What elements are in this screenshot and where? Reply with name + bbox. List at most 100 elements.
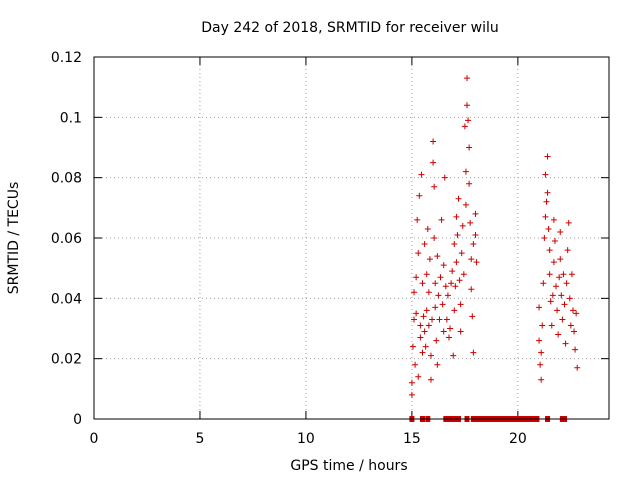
- data-point: [444, 292, 451, 299]
- data-point: [430, 159, 437, 166]
- data-point: [413, 274, 420, 281]
- data-point: [546, 247, 553, 254]
- data-point: [460, 271, 467, 278]
- x-tick-label: 15: [403, 431, 421, 447]
- data-point: [408, 379, 415, 386]
- data-point: [435, 292, 442, 299]
- chart-title: Day 242 of 2018, SRMTID for receiver wil…: [201, 20, 499, 36]
- data-point: [432, 304, 439, 311]
- data-point: [545, 225, 552, 232]
- data-point: [472, 231, 479, 238]
- data-point: [434, 361, 441, 368]
- data-point: [546, 271, 553, 278]
- data-point: [442, 283, 449, 290]
- data-point: [571, 328, 578, 335]
- data-point: [568, 271, 575, 278]
- data-point: [537, 361, 544, 368]
- data-point: [417, 334, 424, 341]
- data-point: [413, 310, 420, 317]
- data-point: [562, 340, 569, 347]
- data-point: [415, 250, 422, 257]
- data-point: [563, 280, 570, 287]
- data-point: [574, 364, 581, 371]
- data-point: [536, 337, 543, 344]
- data-point: [430, 138, 437, 145]
- data-points: [408, 75, 581, 422]
- data-point: [415, 373, 422, 380]
- y-tick-label: 0.12: [51, 50, 82, 66]
- data-point: [465, 117, 472, 124]
- data-point: [416, 192, 423, 199]
- data-point: [557, 228, 564, 235]
- data-point: [434, 253, 441, 260]
- data-point: [445, 334, 452, 341]
- data-point: [538, 376, 545, 383]
- data-point: [448, 280, 455, 287]
- data-point: [470, 349, 477, 356]
- data-point: [467, 219, 474, 226]
- data-point: [454, 231, 461, 238]
- data-point: [542, 213, 549, 220]
- data-point: [437, 274, 444, 281]
- data-point: [558, 292, 565, 299]
- data-point: [560, 271, 567, 278]
- x-tick-label: 0: [90, 431, 99, 447]
- data-point: [423, 271, 430, 278]
- data-point: [441, 174, 448, 181]
- data-point: [536, 304, 543, 311]
- plot-frame: [93, 56, 610, 420]
- data-point: [450, 352, 457, 359]
- y-tick-label: 0.06: [51, 231, 82, 247]
- data-point: [470, 241, 477, 248]
- data-point: [419, 280, 426, 287]
- data-point: [468, 286, 475, 293]
- data-point: [547, 298, 554, 305]
- data-point: [451, 241, 458, 248]
- data-point: [466, 180, 473, 187]
- data-point: [548, 322, 555, 329]
- data-point: [541, 235, 548, 241]
- data-point: [544, 153, 551, 160]
- data-point: [449, 268, 456, 275]
- data-point: [408, 391, 415, 398]
- data-point: [549, 292, 556, 299]
- data-point: [438, 216, 445, 223]
- data-point: [462, 168, 469, 175]
- data-point: [567, 322, 574, 329]
- y-tick-label: 0.02: [51, 352, 82, 368]
- grid-lines: [94, 57, 609, 419]
- data-point: [457, 301, 464, 308]
- data-point: [466, 144, 473, 151]
- data-point: [451, 307, 458, 314]
- data-point: [456, 277, 463, 284]
- data-point: [457, 328, 464, 335]
- data-point: [459, 222, 466, 229]
- data-point: [436, 316, 443, 323]
- data-point: [443, 316, 450, 323]
- data-point: [440, 262, 447, 269]
- data-point: [554, 307, 561, 314]
- data-point: [431, 235, 438, 241]
- data-point: [556, 274, 563, 281]
- data-point: [464, 102, 471, 109]
- data-point: [543, 198, 550, 205]
- data-point: [564, 247, 571, 254]
- data-point: [455, 195, 462, 202]
- data-point: [462, 201, 469, 208]
- y-tick-label: 0: [73, 412, 82, 428]
- data-point: [409, 343, 416, 350]
- data-point: [414, 216, 421, 223]
- data-point: [417, 322, 424, 329]
- data-point: [472, 210, 479, 217]
- data-point: [550, 259, 557, 266]
- data-point: [411, 289, 418, 296]
- data-point: [561, 301, 568, 308]
- data-point: [458, 250, 465, 257]
- data-point: [540, 280, 547, 287]
- data-point: [425, 322, 432, 329]
- data-point: [565, 219, 572, 226]
- data-point: [433, 337, 440, 344]
- x-tick-label: 10: [297, 431, 315, 447]
- y-tick-label: 0.04: [51, 291, 82, 307]
